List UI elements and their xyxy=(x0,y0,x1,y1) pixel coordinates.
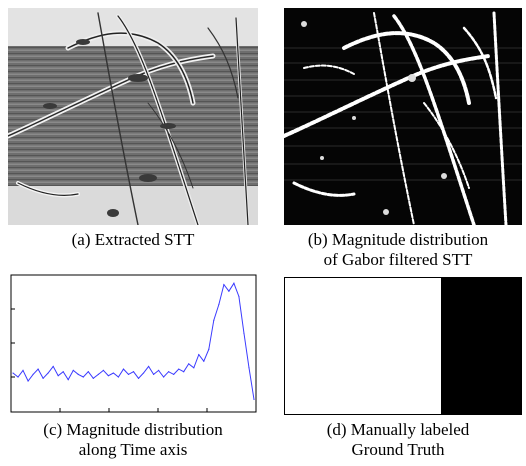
data-point xyxy=(203,360,205,362)
data-point xyxy=(137,377,140,379)
data-point xyxy=(32,373,34,375)
ground-truth-mask xyxy=(284,277,522,415)
data-point xyxy=(233,282,235,284)
data-point xyxy=(158,369,160,371)
caption-c-line-1: (c) Magnitude distribution xyxy=(43,420,223,439)
data-point xyxy=(188,363,190,365)
data-point xyxy=(147,365,150,368)
panel-d-image xyxy=(284,277,522,415)
data-point xyxy=(47,372,49,374)
data-point xyxy=(77,373,79,375)
y-axis-ticks xyxy=(11,308,15,378)
data-point xyxy=(228,290,230,292)
data-point xyxy=(37,368,39,370)
caption-d-line-2: Ground Truth xyxy=(351,440,445,459)
data-point xyxy=(42,377,44,379)
data-point xyxy=(193,367,195,369)
ground-truth-region xyxy=(441,277,522,415)
x-axis-ticks xyxy=(59,408,208,412)
data-point xyxy=(117,376,120,378)
data-point xyxy=(253,398,255,401)
plot-frame xyxy=(10,274,257,413)
data-point xyxy=(183,371,185,373)
data-point xyxy=(12,372,14,374)
data-point xyxy=(122,368,125,370)
data-point xyxy=(22,369,24,371)
data-point xyxy=(248,367,250,369)
data-point xyxy=(92,377,94,379)
data-point xyxy=(112,372,115,374)
data-point xyxy=(97,373,99,375)
extracted-stt-image xyxy=(8,8,258,225)
data-point xyxy=(213,319,215,321)
caption-a-line-1: (a) Extracted STT xyxy=(71,230,195,249)
data-point xyxy=(132,371,135,373)
caption-d-line-1: (d) Manually labeled xyxy=(326,420,470,439)
data-point xyxy=(208,348,210,350)
data-point xyxy=(142,372,145,374)
caption-b-line-2: of Gabor filtered STT xyxy=(323,250,473,269)
data-point xyxy=(218,303,220,305)
data-point xyxy=(27,380,29,382)
data-point xyxy=(52,365,54,368)
data-point xyxy=(107,375,109,377)
data-point xyxy=(67,379,69,381)
data-point xyxy=(57,375,59,377)
data-point xyxy=(72,369,74,371)
caption-a: (a) Extracted STT xyxy=(8,230,258,250)
data-point xyxy=(168,371,170,373)
data-point xyxy=(152,373,155,375)
data-point xyxy=(198,353,200,356)
data-point xyxy=(62,371,64,373)
magnitude-time-plot xyxy=(10,274,257,413)
data-point xyxy=(223,284,225,286)
data-point xyxy=(17,376,19,378)
data-point xyxy=(243,332,245,335)
caption-d: (d) Manually labeled Ground Truth xyxy=(270,420,526,460)
caption-c: (c) Magnitude distribution along Time ax… xyxy=(0,420,266,460)
data-point xyxy=(127,373,130,375)
data-point xyxy=(238,295,240,298)
caption-b-line-1: (b) Magnitude distribution xyxy=(307,230,489,249)
data-point xyxy=(82,376,84,378)
data-point xyxy=(163,376,165,378)
panel-b-image xyxy=(284,8,522,225)
data-point xyxy=(178,368,180,370)
data-point xyxy=(173,373,175,375)
data-point xyxy=(102,369,104,371)
caption-b: (b) Magnitude distribution of Gabor filt… xyxy=(270,230,526,270)
caption-c-line-2: along Time axis xyxy=(78,440,188,459)
data-point xyxy=(87,371,89,373)
gabor-magnitude-image xyxy=(284,8,522,225)
panel-c-plot xyxy=(8,274,258,414)
panel-a-image xyxy=(8,8,258,225)
